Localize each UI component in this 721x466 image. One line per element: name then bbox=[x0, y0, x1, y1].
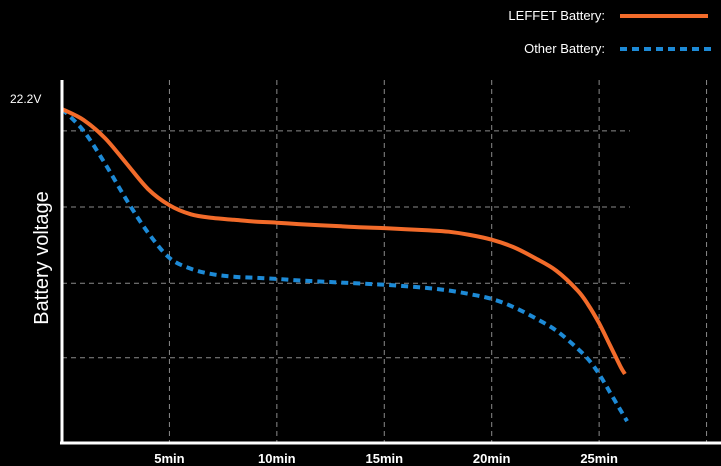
x-tick-label: 20min bbox=[473, 451, 511, 466]
x-tick-label: 10min bbox=[258, 451, 296, 466]
y-axis-label: Battery voltage bbox=[31, 191, 53, 324]
x-tick-label: 25min bbox=[580, 451, 618, 466]
x-tick-label: 5min bbox=[154, 451, 184, 466]
legend-label-leffet: LEFFET Battery: bbox=[508, 8, 605, 23]
legend: LEFFET Battery: Other Battery: bbox=[508, 8, 716, 56]
legend-label-other: Other Battery: bbox=[524, 41, 605, 56]
x-tick-label: 15min bbox=[365, 451, 403, 466]
y-top-tick-label: 22.2V bbox=[10, 92, 41, 106]
axes bbox=[60, 80, 721, 445]
series-line-other bbox=[60, 107, 629, 423]
x-tick-labels: 5min 10min 15min 20min 25min bbox=[154, 451, 618, 466]
series-line-leffet bbox=[61, 107, 627, 376]
series-lines bbox=[60, 107, 629, 423]
